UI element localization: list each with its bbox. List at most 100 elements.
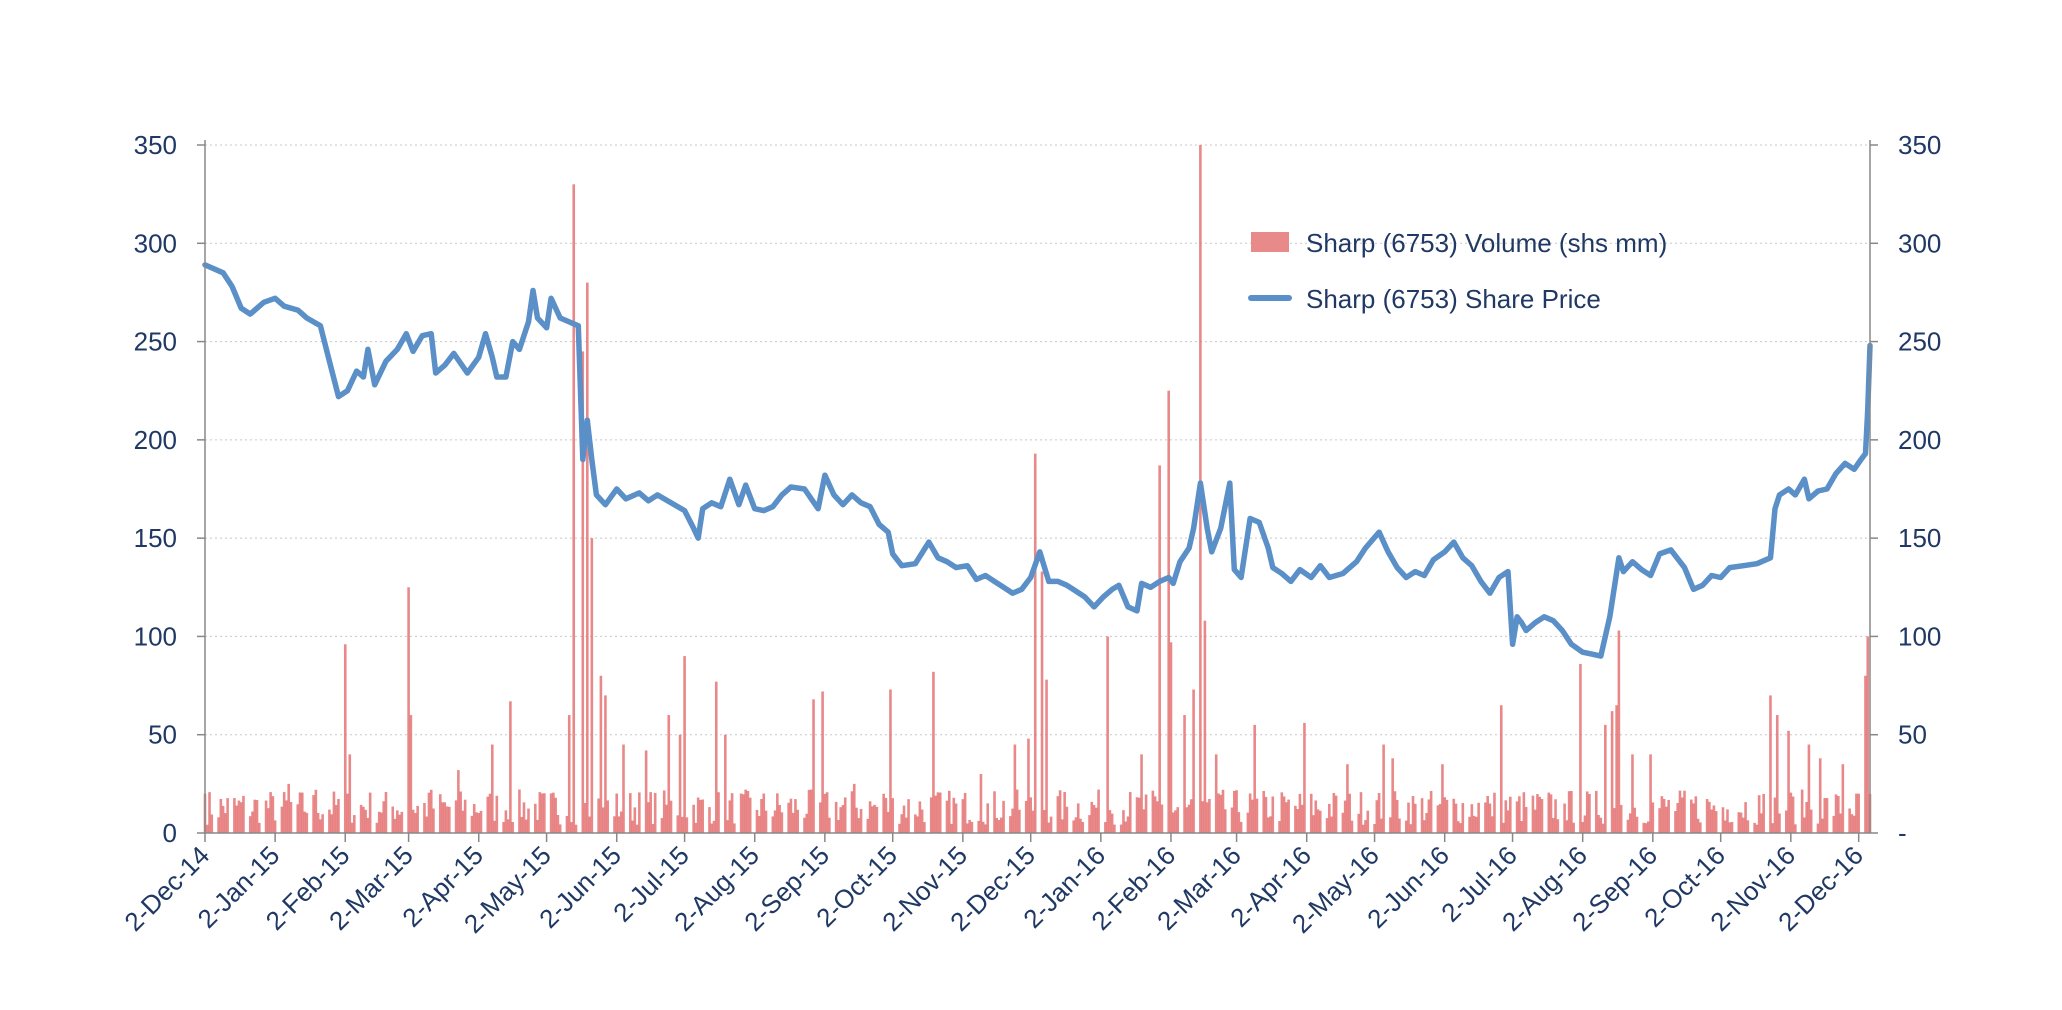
volume-bar [1246,812,1250,833]
volume-bar [676,815,680,833]
volume-bar [382,801,386,833]
volume-bar [1601,823,1605,833]
volume-bar [1382,744,1385,833]
y-left-tick-label: 100 [134,621,177,651]
volume-bar [425,816,428,833]
volume-bar [701,799,704,833]
volume-bar [303,811,306,833]
volume-bar [1658,808,1661,833]
volume-bar [855,807,858,833]
volume-bar [1834,794,1838,833]
volume-bar [866,818,870,833]
volume-bar [1588,793,1591,833]
volume-bar [1325,818,1329,833]
volume-bar [1678,790,1682,833]
volume-bar [1689,799,1693,833]
volume-bar [1208,798,1211,833]
volume-bar [1841,764,1845,833]
volume-bar [1708,801,1711,833]
volume-bar [1183,715,1186,833]
volume-bar [914,814,917,833]
volume-bar [253,799,257,833]
volume-bar [1436,805,1440,833]
volume-bar [1809,809,1813,833]
volume-bar [570,822,573,833]
volume-bar [248,816,252,833]
volume-bar [251,811,254,833]
volume-bar [1837,795,1840,833]
volume-bar [479,810,483,833]
volume-bar [1515,801,1519,833]
y-right-tick-label: - [1898,818,1907,848]
volume-bar [1459,823,1462,833]
volume-bar [843,797,847,833]
volume-bar [393,818,397,833]
volume-bar [285,800,288,833]
volume-bar [461,810,465,833]
volume-bar [1617,630,1621,833]
volume-bar [1683,790,1686,833]
volume-bar [1644,823,1648,833]
volume-bar [377,811,381,833]
volume-bar [1248,793,1252,833]
volume-bar [638,792,641,833]
volume-bar [803,817,806,833]
volume-bar [1404,820,1408,833]
volume-bar [328,809,331,833]
legend-volume-label: Sharp (6753) Volume (shs mm) [1306,228,1667,258]
volume-bar [543,793,546,833]
volume-bar [839,807,842,833]
volume-bar [694,822,698,833]
volume-bar [423,803,426,833]
volume-bar [264,800,268,833]
volume-bar [1443,797,1447,833]
volume-bar [1502,822,1505,833]
volume-bar [282,792,286,833]
volume-bar [239,802,243,833]
volume-bar [1348,793,1351,833]
volume-bar [755,809,759,833]
volume-bar [1063,791,1066,833]
volume-bar [1375,800,1379,833]
volume-bar [1128,792,1132,833]
volume-bar [1167,390,1171,833]
volume-bar [1269,816,1272,833]
volume-bar [873,804,876,833]
volume-bar [1280,792,1284,833]
volume-bar [1554,799,1557,833]
volume-bar [1040,571,1044,833]
volume-bar [819,802,822,833]
volume-bar [916,816,919,833]
y-right-tick-label: 200 [1898,425,1941,455]
volume-bar [1029,797,1033,833]
volume-bar [1393,791,1397,833]
volume-bar [1124,821,1128,833]
volume-bar [1398,818,1401,833]
volume-bar [1721,807,1725,833]
volume-bar [509,701,512,833]
volume-bar [1357,813,1361,833]
volume-bar [807,789,811,833]
volume-bar [1633,807,1637,833]
volume-bar [1171,812,1175,833]
volume-bar [1563,803,1566,833]
volume-bar [588,816,591,833]
volume-bar [977,820,980,833]
volume-bar [319,819,322,833]
volume-bar [1665,806,1668,833]
volume-bar [1441,764,1444,833]
volume-bar [1359,792,1363,833]
volume-bar [1699,822,1702,833]
volume-bar [1549,794,1553,833]
volume-bar [712,820,716,833]
volume-bar [1427,799,1431,833]
volume-bar [1805,801,1808,833]
volume-bar [1314,800,1318,833]
volume-bar [952,797,956,833]
volume-bar [1214,754,1218,833]
volume-bar [635,824,639,833]
volume-bar [527,808,530,833]
volume-bar [235,805,238,833]
volume-bar [1615,705,1618,833]
volume-bar [368,792,372,833]
